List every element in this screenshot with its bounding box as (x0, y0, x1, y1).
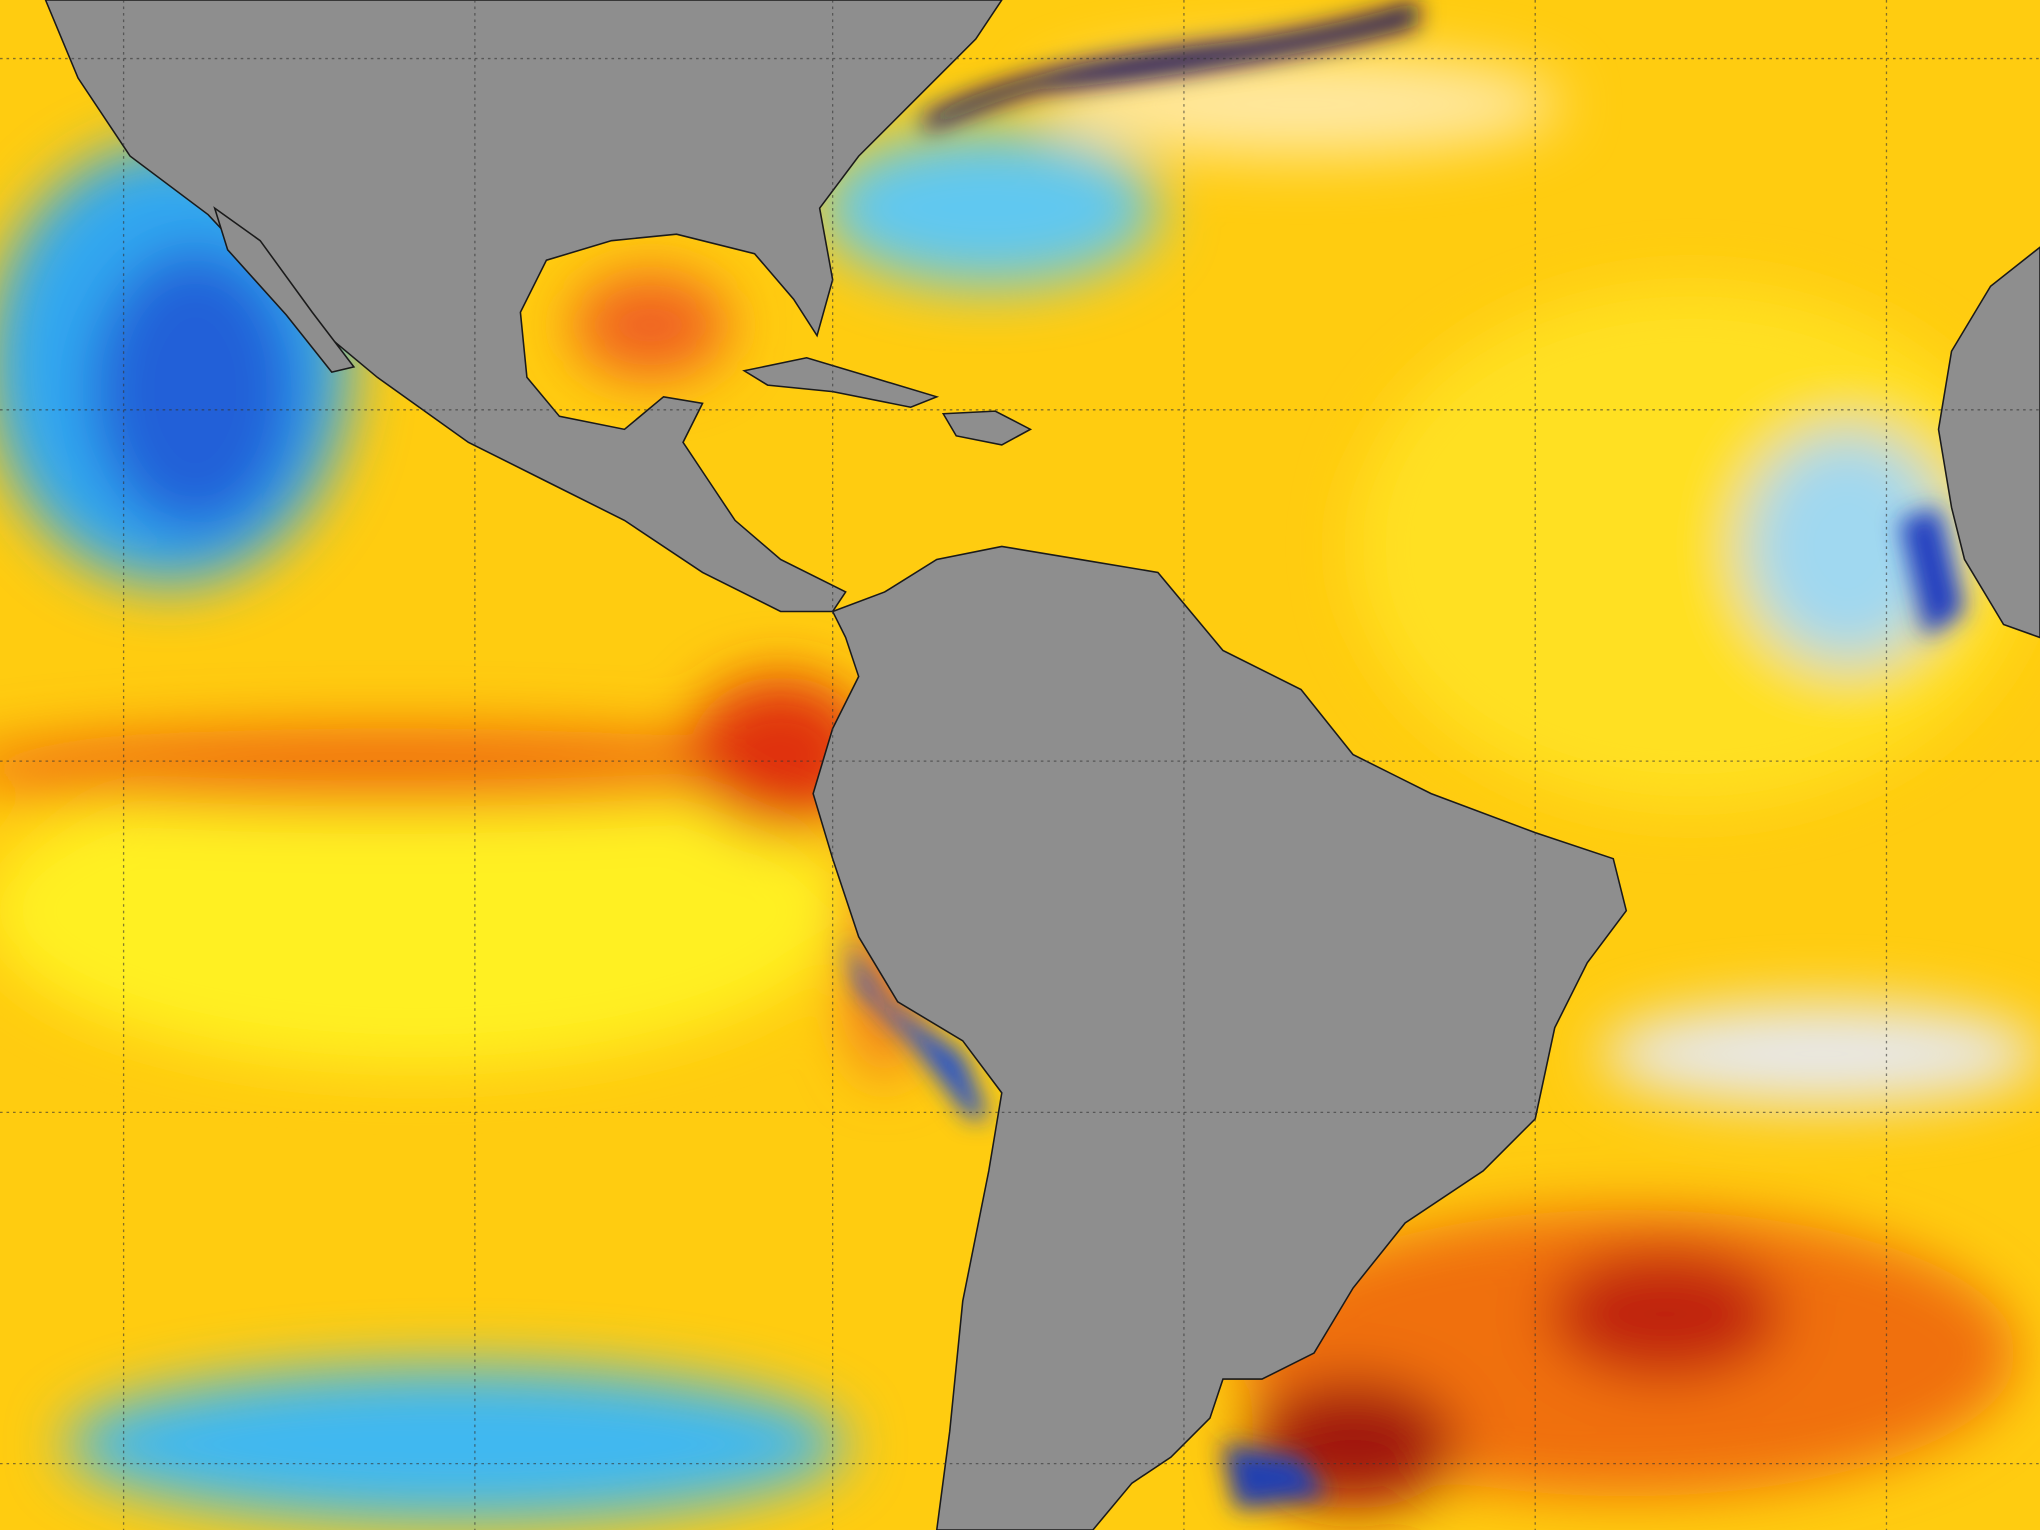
coastal-cool (1222, 1444, 1328, 1510)
hot-patch (572, 273, 729, 378)
fine-features (845, 0, 1965, 1510)
cool-patch (819, 130, 1158, 287)
south-america (812, 545, 1628, 1530)
landmasses (44, 0, 2040, 1530)
north-central-america (44, 0, 1003, 613)
neutral-patch (1600, 1001, 2040, 1106)
baja-california (213, 206, 356, 373)
cuba (742, 356, 940, 409)
cool-patch (1743, 429, 1952, 664)
cold-upwelling (1899, 507, 1965, 638)
warm-patch (1353, 286, 2030, 807)
anomaly-field (0, 52, 2040, 1523)
cold-current (923, 0, 1419, 131)
neutral-patch (1040, 52, 1562, 157)
cool-patch (65, 1366, 846, 1523)
cool-patch (91, 247, 300, 534)
hispaniola (941, 410, 1033, 446)
africa (1937, 246, 2040, 639)
coastal-cool (845, 936, 989, 1119)
warm-band (0, 728, 833, 807)
warm-patch (0, 754, 846, 1067)
hot-patch (1548, 1248, 1783, 1380)
